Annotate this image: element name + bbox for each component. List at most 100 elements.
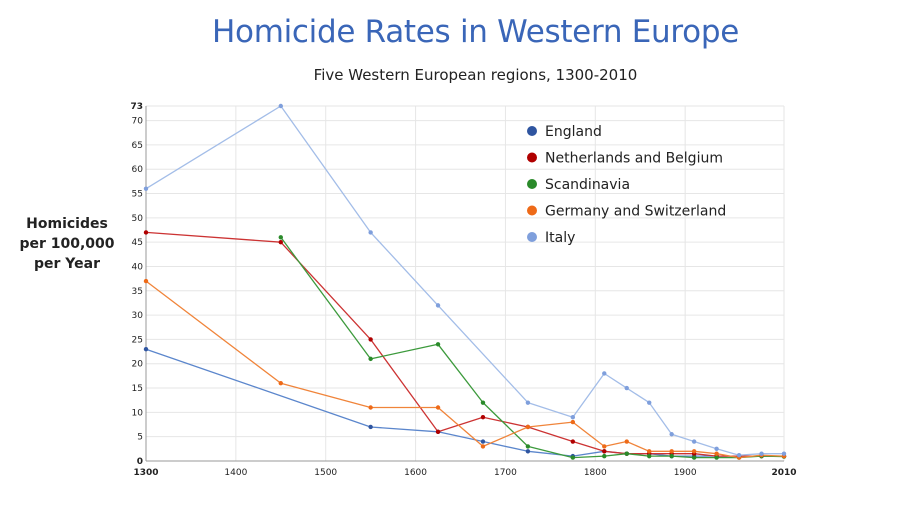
y-tick-label: 35 — [132, 287, 143, 297]
y-tick-label: 55 — [132, 190, 143, 200]
data-point-scandinavia — [480, 400, 486, 405]
data-point-italy — [368, 230, 373, 235]
data-point-germany-and-switzerland — [435, 405, 441, 410]
data-point-germany-and-switzerland — [278, 380, 283, 386]
data-point-germany-and-switzerland — [647, 449, 652, 454]
y-tick-label: 60 — [132, 165, 144, 175]
data-point-netherlands-and-belgium — [480, 415, 486, 420]
y-tick-label: 70 — [132, 117, 144, 127]
series-line-netherlands-and-belgium — [145, 231, 784, 457]
y-axis-label: Homicides per 100,000 per Year — [14, 214, 120, 274]
data-point-england — [143, 346, 149, 352]
data-point-italy — [691, 439, 697, 444]
data-point-netherlands-and-belgium — [602, 449, 607, 454]
legend-label-germany-and-switzerland: Germany and Switzerland — [545, 204, 726, 220]
data-point-italy — [714, 446, 719, 452]
y-tick-label: 50 — [132, 214, 144, 224]
y-tick-label: 65 — [132, 141, 143, 151]
legend-marker-england — [527, 126, 537, 136]
y-tick-label: 45 — [132, 238, 143, 248]
data-point-scandinavia — [278, 235, 283, 240]
data-point-italy — [781, 451, 787, 456]
data-point-scandinavia — [714, 455, 719, 460]
legend: England Netherlands and Belgium Scandinavi… — [527, 124, 726, 246]
data-point-germany-and-switzerland — [480, 444, 486, 449]
y-tick-label: 10 — [132, 408, 144, 418]
chart-title: Homicide Rates in Western Europe — [212, 14, 739, 50]
legend-marker-germany-and-switzerland — [527, 205, 537, 216]
data-point-italy — [624, 385, 629, 391]
data-point-scandinavia — [602, 453, 607, 459]
data-point-england — [525, 449, 531, 454]
data-point-italy — [759, 451, 764, 456]
data-point-scandinavia — [368, 356, 373, 362]
data-point-germany-and-switzerland — [570, 419, 576, 425]
legend-label-scandinavia: Scandinavia — [545, 177, 630, 193]
axes — [145, 106, 784, 462]
data-point-italy — [525, 400, 531, 405]
data-point-netherlands-and-belgium — [368, 337, 373, 342]
data-point-germany-and-switzerland — [624, 439, 629, 444]
legend-marker-italy — [527, 232, 537, 242]
data-point-scandinavia — [525, 444, 531, 449]
data-point-italy — [647, 400, 652, 405]
series-line-scandinavia — [280, 236, 785, 459]
y-tick-label: 15 — [132, 384, 143, 394]
x-tick-label: 1600 — [404, 468, 427, 478]
data-point-germany-and-switzerland — [602, 444, 607, 449]
y-axis-label-line-1: Homicides — [26, 216, 108, 232]
data-point-scandinavia — [691, 455, 697, 460]
chart-subtitle: Five Western European regions, 1300-2010 — [313, 66, 638, 84]
x-tick-label: 1900 — [674, 468, 697, 478]
data-point-italy — [278, 103, 283, 109]
data-point-germany-and-switzerland — [714, 451, 719, 456]
series-group — [143, 103, 787, 460]
y-tick-label: 25 — [132, 335, 143, 345]
data-point-italy — [143, 186, 149, 191]
y-tick-label: 20 — [132, 360, 144, 370]
x-tick-label: 1300 — [133, 468, 158, 478]
data-point-scandinavia — [570, 455, 576, 460]
grid-lines — [146, 105, 785, 461]
y-tick-label: 73 — [130, 102, 143, 112]
data-point-italy — [602, 371, 607, 376]
data-point-italy — [736, 452, 742, 458]
data-point-germany-and-switzerland — [525, 424, 531, 430]
data-point-italy — [669, 432, 674, 437]
x-tick-label: 2010 — [771, 468, 796, 478]
data-point-germany-and-switzerland — [368, 405, 373, 410]
data-point-netherlands-and-belgium — [143, 230, 149, 235]
legend-label-england: England — [545, 124, 602, 140]
data-point-netherlands-and-belgium — [435, 429, 441, 435]
data-point-scandinavia — [669, 453, 674, 459]
legend-marker-scandinavia — [527, 179, 537, 189]
data-point-germany-and-switzerland — [143, 278, 149, 284]
data-point-netherlands-and-belgium — [278, 239, 283, 245]
data-point-germany-and-switzerland — [691, 449, 697, 454]
y-tick-label: 0 — [137, 457, 143, 467]
data-point-italy — [570, 415, 576, 420]
data-point-scandinavia — [624, 451, 629, 456]
data-point-england — [480, 439, 486, 444]
data-point-netherlands-and-belgium — [570, 439, 576, 444]
x-tick-label: 1500 — [314, 468, 337, 478]
x-tick-label: 1400 — [224, 468, 247, 478]
x-tick-label: 1800 — [584, 468, 607, 478]
x-tick-label: 1700 — [494, 468, 517, 478]
y-axis-label-line-2: per 100,000 — [19, 236, 115, 252]
legend-label-netherlands-and-belgium: Netherlands and Belgium — [545, 151, 723, 167]
series-line-germany-and-switzerland — [145, 280, 785, 459]
legend-label-italy: Italy — [545, 230, 575, 246]
y-tick-label: 40 — [132, 262, 144, 272]
legend-marker-netherlands-and-belgium — [527, 152, 537, 163]
y-tick-label: 30 — [132, 311, 144, 321]
data-point-scandinavia — [435, 342, 441, 347]
y-axis-label-line-3: per Year — [34, 256, 100, 272]
data-point-scandinavia — [647, 453, 652, 459]
data-point-italy — [435, 303, 441, 308]
x-axis-ticks: 1300 1400 1500 1600 1700 1800 1900 2010 — [133, 468, 796, 478]
y-axis-ticks: 0 5 10 15 20 25 30 35 40 45 50 55 60 65 70 73 — [130, 102, 143, 467]
data-point-england — [368, 424, 373, 430]
data-point-germany-and-switzerland — [669, 449, 674, 454]
